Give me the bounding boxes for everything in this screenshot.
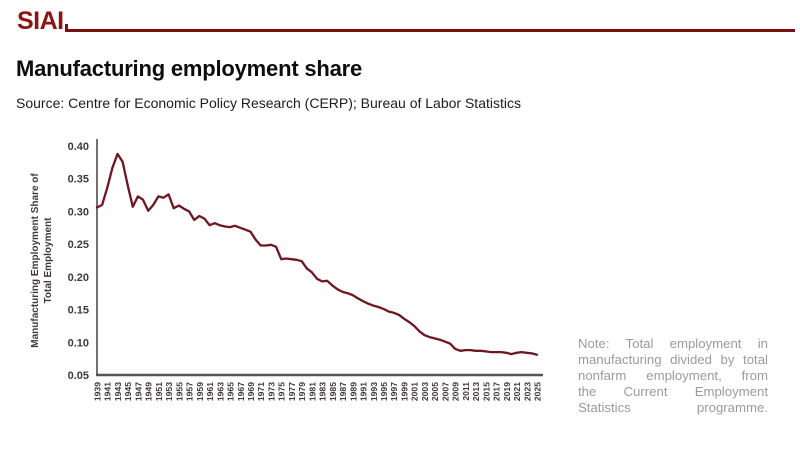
x-tick-label: 2015 bbox=[481, 382, 491, 401]
x-tick-label: 1977 bbox=[287, 382, 297, 401]
x-tick-label: 1965 bbox=[226, 382, 236, 401]
y-tick-label: 0.40 bbox=[68, 141, 89, 153]
x-tick-label: 2001 bbox=[410, 382, 420, 401]
y-tick-label: 0.25 bbox=[68, 239, 89, 251]
x-tick-label: 2013 bbox=[471, 382, 481, 401]
x-tick-label: 2003 bbox=[420, 382, 430, 401]
y-tick-label: 0.10 bbox=[68, 337, 89, 349]
footnote-line: Statistics programme. bbox=[578, 400, 768, 415]
y-tick-label: 0.05 bbox=[68, 370, 89, 382]
header-rule-notch bbox=[65, 24, 68, 31]
x-tick-label: 1991 bbox=[359, 382, 369, 401]
x-tick-label: 1963 bbox=[215, 382, 225, 401]
x-tick-label: 1955 bbox=[174, 382, 184, 401]
x-tick-label: 1983 bbox=[318, 382, 328, 401]
x-tick-label: 1993 bbox=[369, 382, 379, 401]
footnote-line: the Current Employment bbox=[578, 384, 768, 399]
y-axis-title: Total Employment bbox=[43, 217, 54, 304]
y-tick-label: 0.20 bbox=[68, 272, 89, 284]
x-tick-label: 1959 bbox=[195, 382, 205, 401]
x-tick-label: 1971 bbox=[256, 382, 266, 401]
y-tick-label: 0.35 bbox=[68, 174, 89, 186]
x-tick-label: 2023 bbox=[522, 382, 532, 401]
x-tick-label: 1941 bbox=[103, 382, 113, 401]
source-attribution: Source: Centre for Economic Policy Resea… bbox=[16, 95, 521, 111]
x-tick-label: 1995 bbox=[379, 382, 389, 401]
y-tick-label: 0.30 bbox=[68, 206, 89, 218]
x-tick-label: 2019 bbox=[502, 382, 512, 401]
footnote-line: manufacturing divided by total bbox=[578, 352, 768, 367]
x-tick-label: 1953 bbox=[164, 382, 174, 401]
x-tick-label: 1947 bbox=[133, 382, 143, 401]
x-tick-label: 1945 bbox=[123, 382, 133, 401]
x-tick-label: 1975 bbox=[277, 382, 287, 401]
footnote-line: nonfarm employment, from bbox=[578, 368, 768, 383]
y-axis-title: Manufacturing Employment Share of bbox=[30, 173, 41, 348]
x-tick-label: 1979 bbox=[297, 382, 307, 401]
line-chart-svg: 0.40 0.35 0.30 0.25 0.20 0.15 0.10 0.05 1939 1941… bbox=[30, 139, 543, 401]
footnote: Note: Total employment in manufacturing … bbox=[578, 336, 768, 416]
x-tick-label: 2017 bbox=[492, 382, 502, 401]
page-title: Manufacturing employment share bbox=[16, 56, 363, 81]
x-tick-label: 1981 bbox=[307, 382, 317, 401]
x-tick-label: 1987 bbox=[338, 382, 348, 401]
x-tick-label: 1967 bbox=[236, 382, 246, 401]
x-tick-label: 1957 bbox=[185, 382, 195, 401]
x-tick-label: 2007 bbox=[440, 382, 450, 401]
x-tick-label: 2011 bbox=[461, 382, 471, 401]
employment-share-chart: 0.40 0.35 0.30 0.25 0.20 0.15 0.10 0.05 1939 1941… bbox=[8, 133, 548, 425]
x-tick-label: 2025 bbox=[533, 382, 543, 401]
x-tick-label: 1989 bbox=[348, 382, 358, 401]
x-tick-label: 1985 bbox=[328, 382, 338, 401]
x-tick-label: 1999 bbox=[399, 382, 409, 401]
employment-share-line bbox=[95, 152, 539, 356]
x-tick-label: 1943 bbox=[113, 382, 123, 401]
x-tick-label: 2009 bbox=[451, 382, 461, 401]
x-tick-label: 1969 bbox=[246, 382, 256, 401]
y-tick-label: 0.15 bbox=[68, 305, 89, 317]
x-tick-label: 1961 bbox=[205, 382, 215, 401]
x-tick-label: 1997 bbox=[389, 382, 399, 401]
header-rule bbox=[65, 29, 795, 32]
x-tick-label: 2021 bbox=[512, 382, 522, 401]
x-tick-label: 1939 bbox=[93, 382, 103, 401]
footnote-line: Note: Total employment in bbox=[578, 336, 768, 351]
x-tick-label: 1973 bbox=[266, 382, 276, 401]
x-tick-label: 1949 bbox=[144, 382, 154, 401]
siai-logo: SIAI bbox=[17, 7, 64, 35]
x-tick-label: 2005 bbox=[430, 382, 440, 401]
x-tick-label: 1951 bbox=[154, 382, 164, 401]
